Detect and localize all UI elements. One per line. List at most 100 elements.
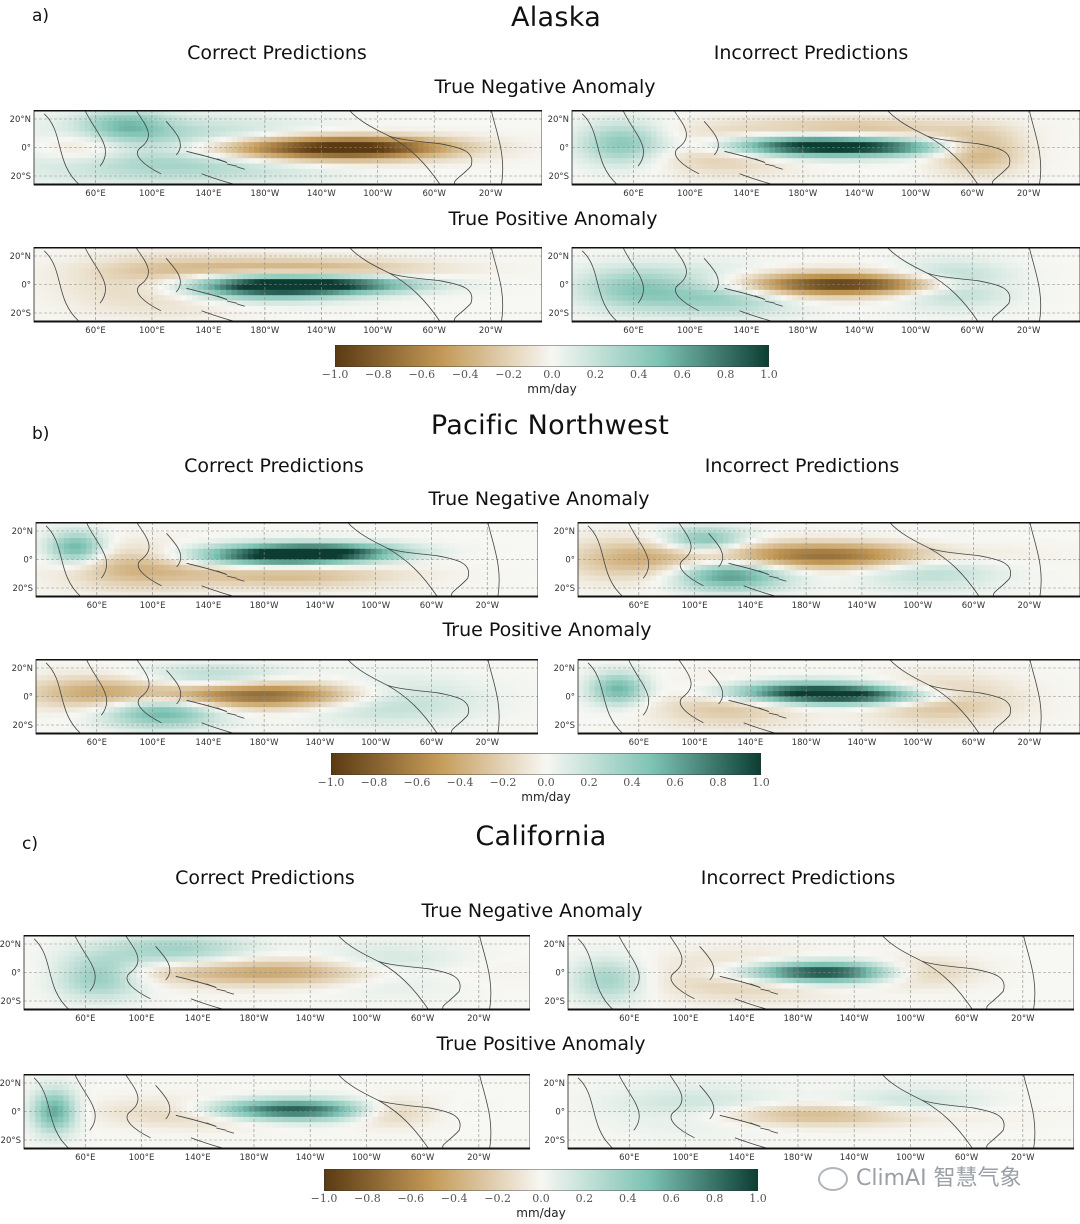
lon-tick-label: 20°W <box>467 1153 491 1163</box>
anomaly-map: 20°N 0° 20°S 60°E 100°E 140°E 180°W 140°W 100°W 6… <box>8 522 538 613</box>
lon-tick-label: 60°W <box>422 326 446 336</box>
lon-tick-label: 100°E <box>673 1014 699 1024</box>
watermark: ClimAI 智慧气象 <box>818 1160 1022 1192</box>
colorbar-tick-label: 1.0 <box>752 776 770 789</box>
lon-tick-label: 140°W <box>847 601 876 611</box>
lat-tick-label: 20°N <box>544 940 565 950</box>
colorbar-tick-label: −0.2 <box>495 368 522 381</box>
lon-tick-label: 140°W <box>305 601 334 611</box>
lat-tick-label: 0° <box>559 144 569 154</box>
lon-tick-label: 140°E <box>195 738 221 748</box>
lon-tick-label: 60°W <box>420 738 444 748</box>
panel-letter: c) <box>22 834 38 854</box>
lon-tick-label: 180°W <box>788 189 817 199</box>
lon-tick-label: 140°W <box>845 326 874 336</box>
map-svg: 20°N 0° 20°S 60°E 100°E 140°E 180°W 140°W 100°W 6… <box>10 110 542 199</box>
wechat-icon <box>818 1167 848 1191</box>
lat-tick-label: 0° <box>11 969 21 979</box>
lon-tick-label: 60°W <box>411 1153 435 1163</box>
colorbar-tick-label: 0.2 <box>586 368 605 381</box>
map-svg: 20°N 0° 20°S 60°E 100°E 140°E 180°W 140°W 100°W 6… <box>544 1074 1074 1163</box>
lon-tick-label: 60°E <box>623 326 643 336</box>
map-svg: 20°N 0° 20°S 60°E 100°E 140°E 180°W 140°W 100°W 6… <box>544 935 1074 1024</box>
lon-tick-label: 60°W <box>960 189 984 199</box>
column-title: Correct Predictions <box>175 867 355 889</box>
lon-tick-label: 60°W <box>955 1014 979 1024</box>
colorbar-tick-label: 0.8 <box>716 368 735 381</box>
lon-tick-label: 100°E <box>139 189 165 199</box>
colorbar: −1.0 −0.8 −0.6 −0.4 −0.2 0.0 0.2 0.4 0.6 0.8 1.0 mm… <box>322 345 778 397</box>
lon-tick-label: 100°E <box>682 738 708 748</box>
lon-tick-label: 180°W <box>240 1014 269 1024</box>
lat-tick-label: 20°N <box>0 940 21 950</box>
panel-letter: b) <box>32 424 50 444</box>
colorbar-unit-label: mm/day <box>521 790 571 804</box>
lon-tick-label: 20°W <box>1017 326 1041 336</box>
lat-tick-label: 20°S <box>545 997 565 1007</box>
lat-tick-label: 0° <box>21 144 31 154</box>
lat-tick-label: 0° <box>23 556 33 566</box>
lon-tick-label: 100°E <box>673 1153 699 1163</box>
colorbar-tick-label: 0.0 <box>532 1192 550 1205</box>
anomaly-map: 20°N 0° 20°S 60°E 100°E 140°E 180°W 140°W 100°W 6… <box>6 110 542 201</box>
lon-tick-label: 140°E <box>733 326 759 336</box>
lon-tick-label: 20°W <box>1017 189 1041 199</box>
colorbar-tick-label: −1.0 <box>321 368 349 381</box>
lon-tick-label: 140°W <box>296 1014 325 1024</box>
anomaly-map: 20°N 0° 20°S 60°E 100°E 140°E 180°W 140°W 100°W 6… <box>550 659 1080 750</box>
map-svg: 20°N 0° 20°S 60°E 100°E 140°E 180°W 140°W 100°W 6… <box>12 659 538 748</box>
lon-tick-label: 60°E <box>75 1014 95 1024</box>
anomaly-map: 20°N 0° 20°S 60°E 100°E 140°E 180°W 140°W 100°W 6… <box>540 1074 1074 1165</box>
lon-tick-label: 60°W <box>955 1153 979 1163</box>
lat-tick-label: 20°N <box>544 1079 565 1089</box>
lat-tick-label: 20°N <box>10 252 31 262</box>
lon-tick-label: 140°E <box>195 601 221 611</box>
row-title: True Positive Anomaly <box>436 1033 646 1055</box>
lon-tick-label: 180°W <box>250 601 279 611</box>
lon-tick-label: 140°W <box>307 189 336 199</box>
lon-tick-label: 20°W <box>1018 738 1042 748</box>
lon-tick-label: 60°E <box>629 601 649 611</box>
colorbar-tick-label: 1.0 <box>760 368 778 381</box>
anomaly-map: 20°N 0° 20°S 60°E 100°E 140°E 180°W 140°W 100°W 6… <box>8 659 538 750</box>
colorbar-tick-label: −0.8 <box>365 368 392 381</box>
lon-tick-label: 60°E <box>87 601 107 611</box>
colorbar-tick-label: −0.6 <box>408 368 436 381</box>
lat-tick-label: 20°S <box>11 172 31 182</box>
lon-tick-label: 60°W <box>411 1014 435 1024</box>
lon-tick-label: 140°W <box>307 326 336 336</box>
lon-tick-label: 140°E <box>737 601 763 611</box>
lon-tick-label: 100°E <box>677 326 703 336</box>
anomaly-map: 20°N 0° 20°S 60°E 100°E 140°E 180°W 140°W 100°W 6… <box>6 247 542 338</box>
column-title: Incorrect Predictions <box>713 42 909 64</box>
colorbar-tick-label: 0.2 <box>580 776 598 789</box>
lon-tick-label: 20°W <box>1011 1014 1035 1024</box>
lon-tick-label: 100°E <box>140 738 166 748</box>
column-title: Correct Predictions <box>184 455 364 477</box>
lon-tick-label: 20°W <box>479 326 503 336</box>
colorbar-tick-label: 0.8 <box>705 1192 724 1205</box>
colorbar-tick-label: −0.2 <box>489 776 517 789</box>
map-svg: 20°N 0° 20°S 60°E 100°E 140°E 180°W 140°W 100°W 6… <box>554 659 1080 748</box>
lat-tick-label: 20°N <box>554 527 575 537</box>
lon-tick-label: 100°W <box>363 189 392 199</box>
anomaly-map: 20°N 0° 20°S 60°E 100°E 140°E 180°W 140°W 100°W 6… <box>0 935 530 1026</box>
colorbar: −1.0 −0.8 −0.6 −0.4 −0.2 0.0 0.2 0.4 0.6 0.8 1.0 mm… <box>311 1169 767 1221</box>
lon-tick-label: 180°W <box>250 738 279 748</box>
colorbar-tick-label: 0.0 <box>537 776 555 789</box>
map-svg: 20°N 0° 20°S 60°E 100°E 140°E 180°W 140°W 100°W 6… <box>0 935 530 1024</box>
lon-tick-label: 100°E <box>129 1153 155 1163</box>
lon-tick-label: 100°W <box>903 738 932 748</box>
lon-tick-label: 180°W <box>792 738 821 748</box>
lat-tick-label: 20°N <box>10 115 31 125</box>
map-svg: 20°N 0° 20°S 60°E 100°E 140°E 180°W 140°W 100°W 6… <box>554 522 1080 611</box>
lon-tick-label: 100°E <box>139 326 165 336</box>
colorbar-tick-label: −0.4 <box>446 776 474 789</box>
lat-tick-label: 20°S <box>1 997 21 1007</box>
column-title: Incorrect Predictions <box>704 455 900 477</box>
lon-tick-label: 60°W <box>960 326 984 336</box>
row-title: True Negative Anomaly <box>434 76 656 98</box>
lon-tick-label: 20°W <box>479 189 503 199</box>
lon-tick-label: 180°W <box>788 326 817 336</box>
lon-tick-label: 100°W <box>361 738 390 748</box>
